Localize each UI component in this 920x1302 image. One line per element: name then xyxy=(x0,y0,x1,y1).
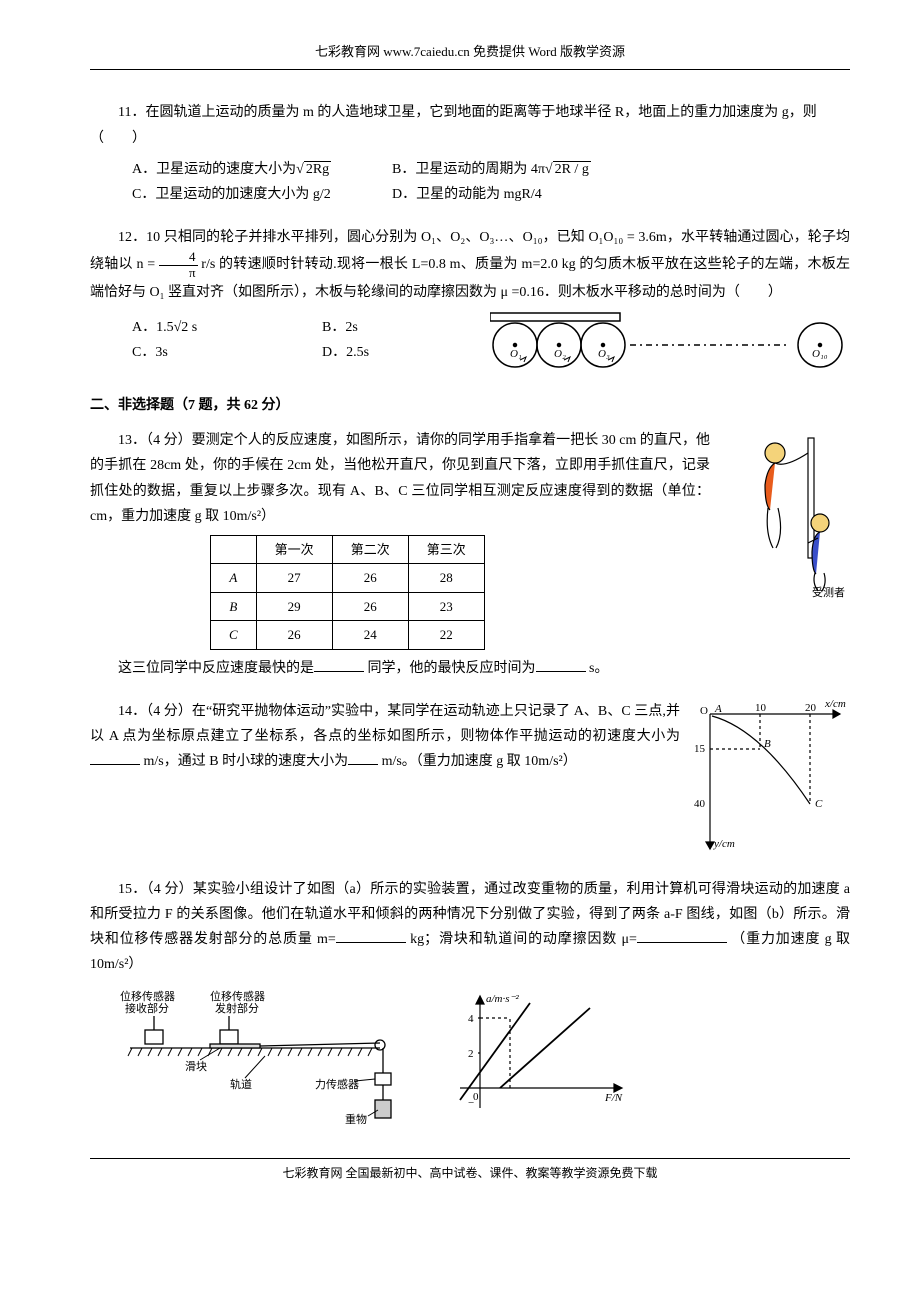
q11-text: 11．在圆轨道上运动的质量为 m 的人造地球卫星，它到地面的距离等于地球半径 R… xyxy=(90,100,850,150)
blank-input[interactable] xyxy=(336,928,406,943)
q13-illustration: 受测者 xyxy=(720,428,850,598)
svg-text:O: O xyxy=(700,705,708,717)
q12-option-B: B．2s xyxy=(322,315,472,340)
svg-text:O₁₀: O₁₀ xyxy=(812,348,828,360)
label-sensor-tx: 位移传感器发射部分 xyxy=(210,989,265,1015)
section-2-heading: 二、非选择题（7 题，共 62 分） xyxy=(90,393,850,418)
svg-text:10: 10 xyxy=(755,702,767,714)
table-row: B 29 26 23 xyxy=(211,592,485,620)
q12-text: 12．10 只相同的轮子并排水平排列，圆心分别为 O₁、O₂、O₃…、O₁₀，已… xyxy=(90,225,850,305)
svg-text:x/cm: x/cm xyxy=(824,699,846,710)
svg-text:20: 20 xyxy=(805,702,817,714)
svg-text:0: 0 xyxy=(473,1091,479,1103)
svg-text:O₁: O₁ xyxy=(510,348,522,360)
question-14: O A B C 10 20 x/cm 15 40 y/cm 14．（4 分）在“… xyxy=(90,699,850,859)
question-11: 11．在圆轨道上运动的质量为 m 的人造地球卫星，它到地面的距离等于地球半径 R… xyxy=(90,100,850,207)
page-footer: 七彩教育网 全国最新初中、高中试卷、课件、教案等教学资源免费下载 xyxy=(90,1158,850,1185)
q14-graph: O A B C 10 20 x/cm 15 40 y/cm xyxy=(690,699,850,859)
q11-option-A: A．卫星运动的速度大小为√2Rg xyxy=(132,157,352,182)
q11-options: A．卫星运动的速度大小为√2Rg B．卫星运动的周期为 4π√2R / g C．… xyxy=(132,157,850,207)
svg-text:a/m·s⁻²: a/m·s⁻² xyxy=(486,993,519,1005)
svg-text:O₂: O₂ xyxy=(554,348,566,360)
question-13: 受测者 13．（4 分）要测定个人的反应速度，如图所示，请你的同学用手指拿着一把… xyxy=(90,428,850,681)
svg-text:B: B xyxy=(764,738,771,750)
blank-input[interactable] xyxy=(314,657,364,672)
q12-option-D: D．2.5s xyxy=(322,340,472,365)
svg-text:A: A xyxy=(714,703,722,715)
svg-text:y/cm: y/cm xyxy=(713,838,735,850)
q13-blanks: 这三位同学中反应速度最快的是 同学，他的最快反应时间为 s。 xyxy=(90,656,850,681)
svg-text:F/N: F/N xyxy=(604,1092,623,1104)
table-row: C 26 24 22 xyxy=(211,621,485,649)
blank-input[interactable] xyxy=(348,750,378,765)
blank-input[interactable] xyxy=(637,928,727,943)
q15-apparatus-diagram: 位移传感器接收部分 位移传感器发射部分 xyxy=(90,988,420,1128)
table-header-blank xyxy=(211,536,257,564)
q11-option-B: B．卫星运动的周期为 4π√2R / g xyxy=(392,157,612,182)
svg-text:C: C xyxy=(815,798,823,810)
table-row: A 27 26 28 xyxy=(211,564,485,592)
label-slider: 滑块 xyxy=(185,1060,207,1073)
blank-input[interactable] xyxy=(90,750,140,765)
svg-text:40: 40 xyxy=(694,798,706,810)
q11-option-D: D．卫星的动能为 mgR/4 xyxy=(392,182,612,207)
table-header: 第二次 xyxy=(332,536,408,564)
svg-text:O₃: O₃ xyxy=(598,348,610,360)
q15-aF-graph: a/m·s⁻² 4 2 − F/N 0 xyxy=(450,988,630,1128)
q12-option-A: A．1.5√2 s xyxy=(132,315,282,340)
svg-text:4: 4 xyxy=(468,1013,474,1025)
label-weight: 重物 xyxy=(345,1112,367,1126)
q15-text: 15．（4 分）某实验小组设计了如图（a）所示的实验装置，通过改变重物的质量，利… xyxy=(90,877,850,978)
question-12: 12．10 只相同的轮子并排水平排列，圆心分别为 O₁、O₂、O₃…、O₁₀，已… xyxy=(90,225,850,375)
page-header: 七彩教育网 www.7caiedu.cn 免费提供 Word 版教学资源 xyxy=(90,40,850,70)
q12-option-C: C．3s xyxy=(132,340,282,365)
table-header: 第一次 xyxy=(256,536,332,564)
q12-wheels-diagram: O₁ O₂ O₃ O₁₀ xyxy=(490,305,850,375)
label-force-sensor: 力传感器 xyxy=(315,1078,359,1091)
svg-text:受测者: 受测者 xyxy=(812,586,845,598)
label-sensor-rx: 位移传感器接收部分 xyxy=(120,989,175,1015)
q11-option-C: C．卫星运动的加速度大小为 g/2 xyxy=(132,182,352,207)
svg-text:15: 15 xyxy=(694,743,706,755)
question-15: 15．（4 分）某实验小组设计了如图（a）所示的实验装置，通过改变重物的质量，利… xyxy=(90,877,850,1128)
label-track: 轨道 xyxy=(230,1077,252,1091)
q13-table: 第一次 第二次 第三次 A 27 26 28 B 29 26 23 C 26 2… xyxy=(210,535,485,650)
table-header: 第三次 xyxy=(408,536,484,564)
table-row: 第一次 第二次 第三次 xyxy=(211,536,485,564)
blank-input[interactable] xyxy=(536,657,586,672)
svg-text:2: 2 xyxy=(468,1048,474,1060)
